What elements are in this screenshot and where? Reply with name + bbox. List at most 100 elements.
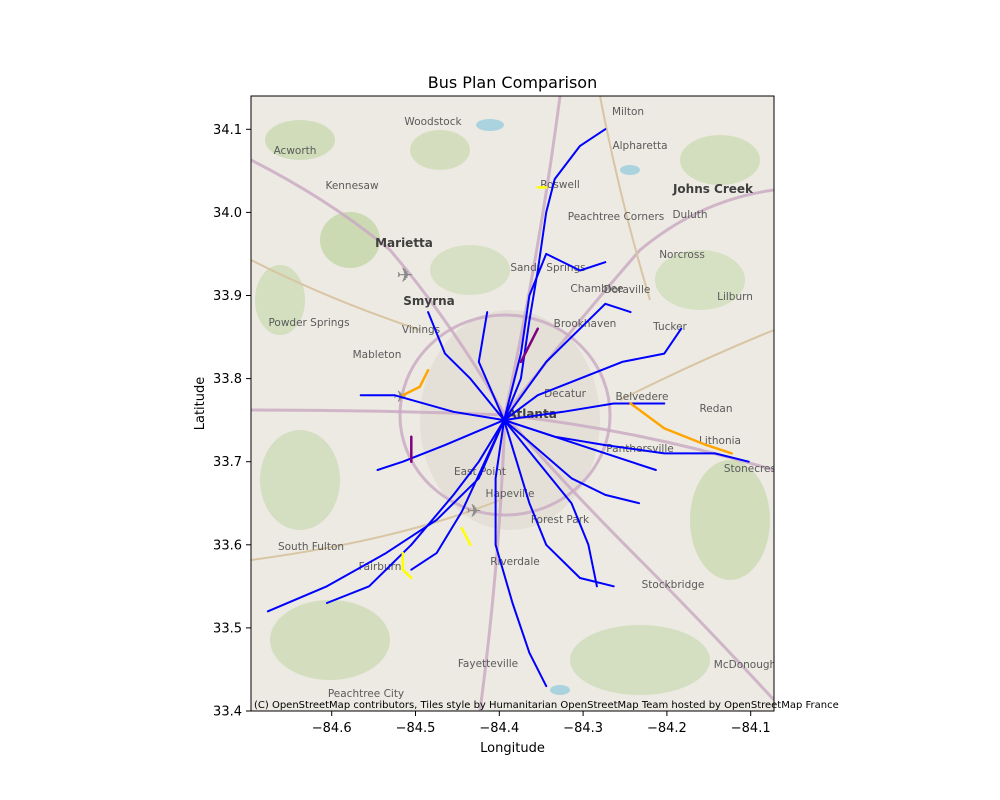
bus-route-line — [503, 252, 607, 422]
green-area — [255, 265, 305, 335]
place-label: Tucker — [652, 321, 687, 333]
bus-route-line — [266, 419, 506, 613]
bus-route-line — [494, 419, 548, 688]
place-labels: Woodstock Milton Alpharetta Acworth Kenn… — [268, 106, 780, 700]
y-tick-label: 33.9 — [213, 289, 242, 304]
x-tick-label: −84.6 — [312, 721, 352, 736]
green-area — [680, 135, 760, 185]
x-axis-title: Longitude — [480, 741, 545, 756]
place-label: Decatur — [544, 388, 587, 400]
green-area — [270, 600, 390, 680]
place-label: Powder Springs — [268, 317, 349, 329]
bus-route-line — [427, 311, 506, 422]
lake — [476, 119, 504, 131]
road — [251, 499, 501, 561]
bus-route-line — [503, 419, 615, 588]
place-label: Duluth — [672, 209, 707, 221]
bus-route-line — [410, 419, 506, 571]
place-label: Fayetteville — [458, 658, 518, 670]
place-label: Milton — [612, 106, 644, 118]
place-label: Riverdale — [490, 556, 540, 568]
place-label: Peachtree City — [328, 688, 404, 700]
bus-route-line — [503, 327, 683, 422]
plot-frame — [250, 95, 775, 712]
map-plot-area: Woodstock Milton Alpharetta Acworth Kenn… — [251, 96, 780, 711]
green-area — [690, 460, 770, 580]
bus-route-line — [401, 551, 413, 580]
place-label: Redan — [699, 403, 732, 415]
chart-title: Bus Plan Comparison — [428, 73, 597, 92]
airport-icon: ✈ — [466, 501, 481, 522]
place-label: Smyrna — [403, 294, 455, 308]
y-tick-label: 33.8 — [213, 372, 242, 387]
x-tick-label: −84.5 — [396, 721, 436, 736]
place-label: Forest Park — [531, 514, 590, 526]
bus-route-line — [503, 419, 640, 505]
road — [251, 259, 421, 331]
bus-route-line — [376, 419, 506, 471]
bus-route-line — [503, 402, 666, 422]
x-tick-label: −84.4 — [479, 721, 519, 736]
place-label: Peachtree Corners — [568, 211, 665, 223]
road — [619, 329, 774, 401]
bus-route-line — [325, 419, 506, 604]
bus-route-line — [503, 128, 607, 422]
place-label: Marietta — [375, 236, 433, 250]
green-area — [570, 625, 710, 695]
green-area — [655, 250, 745, 310]
y-axis-title: Latitude — [193, 377, 208, 431]
place-label: Mableton — [353, 349, 402, 361]
x-tick-label: −84.1 — [731, 721, 771, 736]
x-axis: −84.6 −84.5 −84.4 −84.3 −84.2 −84.1 — [312, 711, 771, 736]
place-label: Fairburn — [359, 561, 402, 573]
x-tick-label: −84.3 — [563, 721, 603, 736]
routes-layer — [266, 128, 750, 688]
place-label: Acworth — [274, 145, 317, 157]
highway — [478, 414, 507, 711]
green-area — [410, 130, 470, 170]
bus-route-line — [503, 419, 598, 588]
highway — [503, 96, 562, 416]
place-label: Chamblee — [570, 283, 623, 295]
y-tick-label: 34.1 — [213, 123, 242, 138]
perimeter-highway — [398, 313, 612, 517]
lake — [620, 165, 640, 175]
place-label: Doraville — [604, 284, 651, 296]
y-tick-label: 34.0 — [213, 206, 242, 221]
bus-route-line — [401, 369, 430, 397]
y-tick-label: 33.4 — [213, 705, 242, 720]
place-label: Lithonia — [699, 435, 741, 447]
bus-route-line — [477, 311, 506, 422]
lake — [550, 685, 570, 695]
airport-icon: ✈ — [397, 263, 414, 287]
bus-route-line — [629, 402, 734, 455]
y-axis: 33.4 33.5 33.6 33.7 33.8 33.9 34.0 34.1 — [213, 123, 251, 720]
x-tick-label: −84.2 — [647, 721, 687, 736]
place-label: Alpharetta — [612, 140, 667, 152]
place-label: Lilburn — [717, 291, 753, 303]
bus-route-line — [503, 419, 657, 471]
place-label: Roswell — [540, 179, 580, 191]
place-label: Norcross — [659, 249, 705, 261]
place-label: Vinings — [402, 324, 440, 336]
bus-route-line — [460, 526, 472, 547]
bus-route-line — [359, 394, 506, 422]
place-label: Stonecrest — [724, 463, 780, 475]
bus-route-line — [503, 302, 632, 422]
map-attribution: (C) OpenStreetMap contributors, Tiles st… — [254, 700, 839, 711]
road — [599, 96, 651, 301]
green-area — [430, 245, 510, 295]
green-area — [320, 212, 380, 268]
place-label: Woodstock — [404, 116, 462, 128]
bus-route-line — [519, 327, 540, 364]
place-label: Hapeville — [486, 488, 535, 500]
y-tick-label: 33.7 — [213, 455, 242, 470]
place-label: Belvedere — [616, 391, 669, 403]
place-label: McDonough — [714, 659, 776, 671]
place-label: Stockbridge — [642, 579, 705, 591]
y-tick-label: 33.6 — [213, 538, 242, 553]
place-label: Kennesaw — [325, 180, 378, 192]
place-label: Johns Creek — [672, 182, 754, 196]
green-area — [260, 430, 340, 530]
place-label: South Fulton — [278, 541, 344, 553]
